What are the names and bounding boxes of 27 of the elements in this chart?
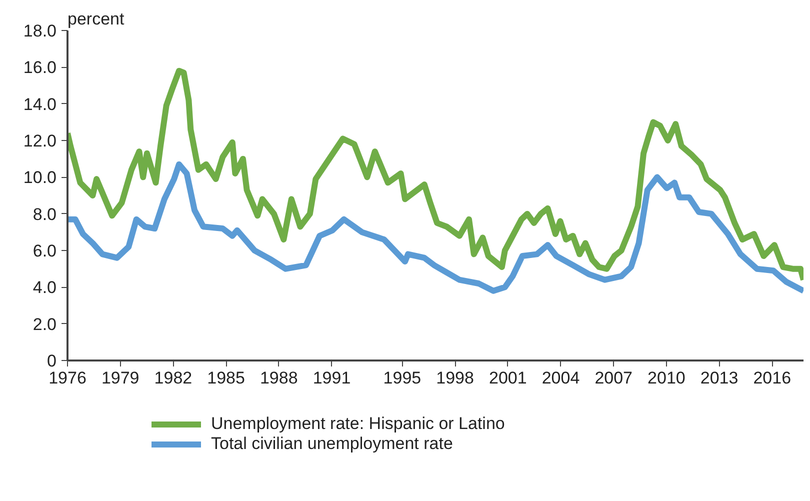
legend-label: Total civilian unemployment rate: [211, 434, 453, 454]
y-tick-label: 6.0: [32, 242, 57, 260]
x-tick-label: 2004: [542, 368, 580, 388]
y-tick-label: 0: [47, 352, 57, 370]
y-tick-label: 2.0: [32, 314, 57, 334]
y-tick-label: 4.0: [32, 278, 57, 298]
y-tick-label: 16.0: [23, 58, 57, 78]
x-tick-label: 1995: [383, 368, 422, 388]
y-tick-label: 18.0: [23, 22, 57, 40]
x-tick-label: 1976: [48, 368, 86, 388]
x-tick-label: 1991: [312, 368, 351, 388]
x-tick-label: 1982: [154, 368, 192, 388]
x-tick-label: 2016: [753, 368, 792, 388]
y-tick-label: 12.0: [23, 132, 57, 150]
legend-label: Unemployment rate: Hispanic or Latino: [211, 414, 505, 434]
x-tick-label: 1985: [207, 368, 245, 388]
x-tick-label: 1988: [260, 368, 298, 388]
x-tick-label: 1998: [436, 368, 474, 388]
x-tick-label: 1979: [101, 368, 140, 388]
x-tick-label: 2001: [488, 368, 527, 388]
y-tick-label: 14.0: [23, 94, 57, 114]
x-tick-label: 2007: [594, 368, 633, 388]
y-tick-label: 10.0: [23, 168, 57, 188]
x-tick-label: 2010: [648, 368, 686, 388]
y-axis-title: percent: [68, 10, 124, 28]
y-tick-label: 8.0: [32, 204, 57, 224]
x-tick-label: 2013: [700, 368, 738, 388]
